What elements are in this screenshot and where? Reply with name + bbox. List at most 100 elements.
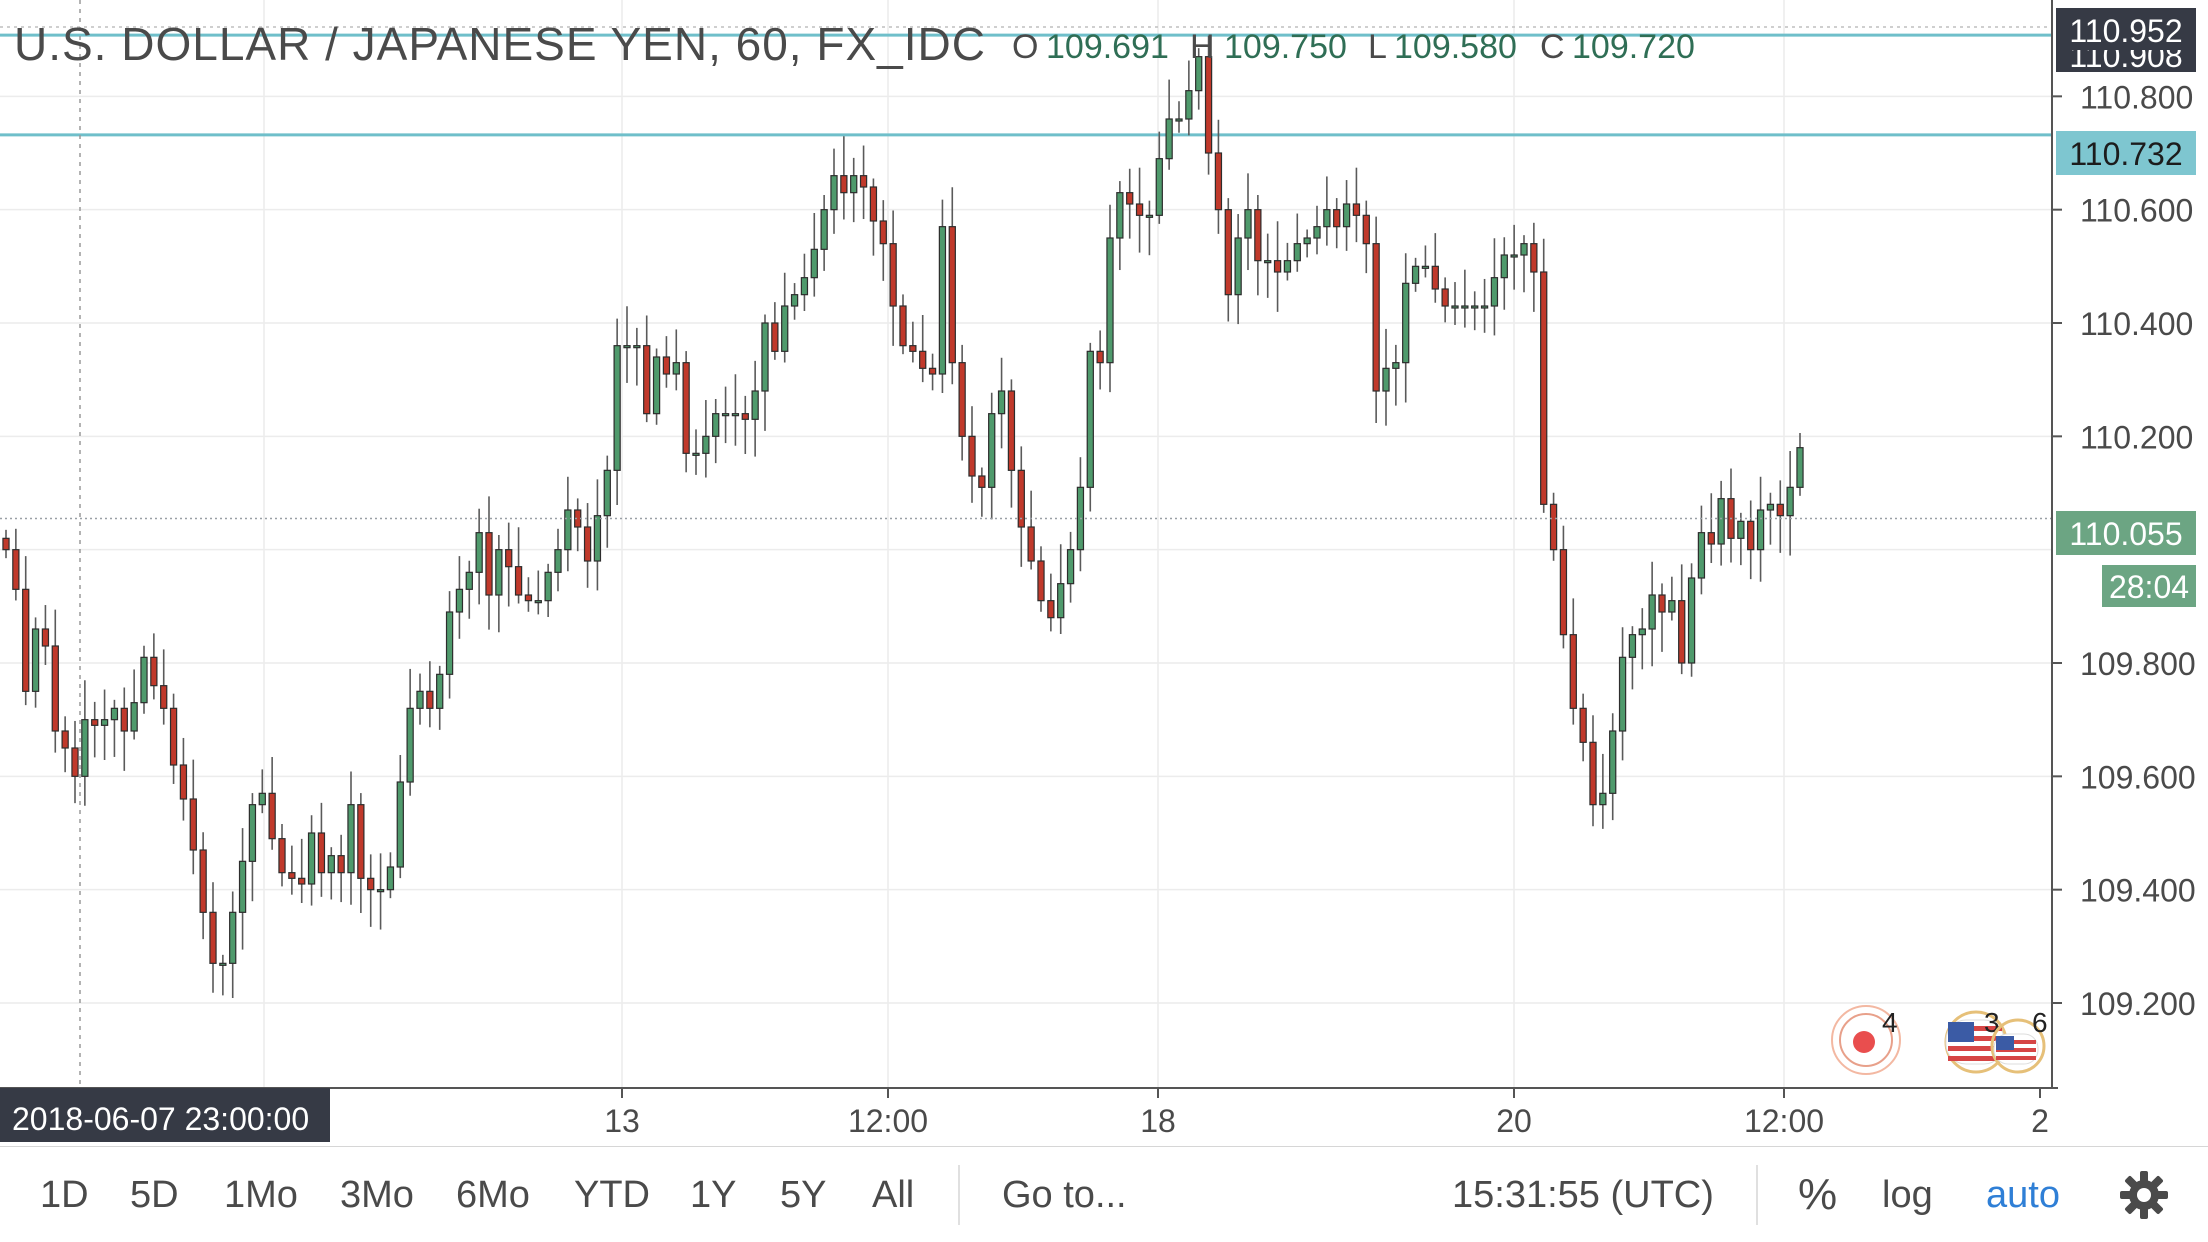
candle-body-up (1737, 520, 1745, 539)
range-button[interactable]: YTD (574, 1174, 650, 1216)
log-toggle[interactable]: log (1882, 1174, 1933, 1216)
candle-body-up (1510, 254, 1518, 258)
range-button[interactable]: 5Y (780, 1174, 827, 1216)
auto-toggle[interactable]: auto (1986, 1174, 2060, 1216)
candle-body-up (790, 294, 799, 307)
candle-body-down (367, 877, 375, 891)
candle (160, 649, 168, 725)
candle (258, 769, 266, 814)
event-marker-2[interactable]: 3 (1944, 1007, 2008, 1074)
candle (298, 838, 306, 903)
candle (110, 699, 119, 757)
event-marker-1[interactable]: 4 (1831, 1005, 1901, 1075)
candle (1786, 451, 1794, 556)
candle-body-up (1155, 158, 1163, 216)
candle (1066, 531, 1075, 603)
candle-body-down (899, 305, 907, 347)
gear-icon[interactable] (2118, 1169, 2170, 1221)
candle (672, 329, 680, 391)
candle-body-up (820, 209, 828, 250)
candle (1323, 176, 1331, 246)
candle (426, 661, 434, 728)
svg-text:4: 4 (1882, 1007, 1898, 1038)
candle-body-down (357, 804, 365, 879)
candle-body-up (1234, 237, 1242, 296)
range-button[interactable]: 5D (130, 1174, 179, 1216)
candle (909, 321, 917, 363)
candle-body-down (2, 537, 10, 551)
candle (1313, 205, 1321, 255)
candle (1441, 277, 1449, 323)
candle (71, 720, 79, 804)
candle-body-up (140, 656, 148, 704)
candle (1145, 200, 1154, 256)
candle (406, 668, 414, 796)
price-tick-label: 109.600 (2080, 759, 2196, 795)
range-button[interactable]: 6Mo (456, 1174, 530, 1216)
ohlc-value: 109.720 (1572, 28, 1695, 66)
range-button[interactable]: 3Mo (340, 1174, 414, 1216)
candle-body-down (682, 362, 690, 454)
range-button[interactable]: All (872, 1174, 915, 1216)
candle-body-up (672, 362, 680, 375)
candle (859, 145, 868, 220)
candle-body-down (869, 186, 878, 222)
candle (1707, 493, 1715, 563)
candle (1214, 119, 1223, 234)
candle-body-down (12, 549, 20, 590)
event-marker-3[interactable]: 6 (1990, 1007, 2048, 1074)
candle-body-down (41, 628, 50, 647)
candle-body-down (1530, 243, 1538, 273)
candle-body-down (150, 656, 158, 687)
utc-clock[interactable]: 15:31:55 (UTC) (1452, 1174, 1714, 1216)
candle-body-up (1382, 367, 1390, 392)
candle (1126, 168, 1134, 239)
price-tick-label: 109.200 (2080, 986, 2196, 1022)
range-button[interactable]: 1Y (690, 1174, 737, 1216)
time-axis[interactable] (0, 1089, 2208, 1145)
candle-body-down (199, 849, 207, 913)
candle-body-up (229, 911, 237, 964)
candle (574, 498, 582, 552)
candle (1086, 342, 1094, 512)
us-flag-icon (1993, 1033, 2039, 1065)
candle-body-up (1145, 214, 1154, 218)
candle (978, 467, 986, 517)
candle (347, 771, 355, 905)
candle-body-down (583, 526, 592, 562)
candle-body-down (1017, 469, 1025, 528)
candle (1717, 480, 1725, 566)
candle-body-down (120, 707, 128, 732)
candle (564, 476, 572, 572)
candle-body-up (1066, 549, 1075, 585)
candle (2, 529, 10, 559)
candle-body-up (376, 889, 385, 893)
candle-body-down (485, 532, 493, 596)
candle-body-down (1747, 520, 1755, 551)
candle-body-down (1224, 209, 1232, 296)
candle (485, 496, 493, 630)
candle-body-down (1372, 243, 1380, 392)
range-button[interactable]: 1Mo (224, 1174, 298, 1216)
ohlc-readout: O 109.691 H 109.750 L 109.580 C 109.720 (1012, 28, 1695, 66)
candle (1589, 715, 1597, 827)
percent-toggle[interactable]: % (1798, 1170, 1838, 1219)
candle (1500, 237, 1508, 310)
candle (140, 645, 148, 714)
horizontal-lines[interactable] (0, 26, 2208, 137)
candle (248, 793, 257, 902)
candle (1431, 233, 1439, 303)
candle (1678, 564, 1686, 675)
candle (465, 560, 473, 619)
candle-body-down (859, 175, 868, 188)
range-button[interactable]: 1D (40, 1174, 89, 1216)
candle-body-up (1638, 628, 1646, 636)
candle (1234, 214, 1242, 325)
price-chart[interactable]: U.S. DOLLAR / JAPANESE YEN, 60, FX_IDC O… (0, 0, 2208, 1146)
price-tick-label: 110.200 (2080, 419, 2193, 455)
candle-body-down (22, 588, 30, 692)
candle-body-down (1776, 503, 1784, 517)
candle (1007, 379, 1016, 508)
go-to-button[interactable]: Go to... (1002, 1174, 1127, 1216)
candle (810, 213, 818, 297)
